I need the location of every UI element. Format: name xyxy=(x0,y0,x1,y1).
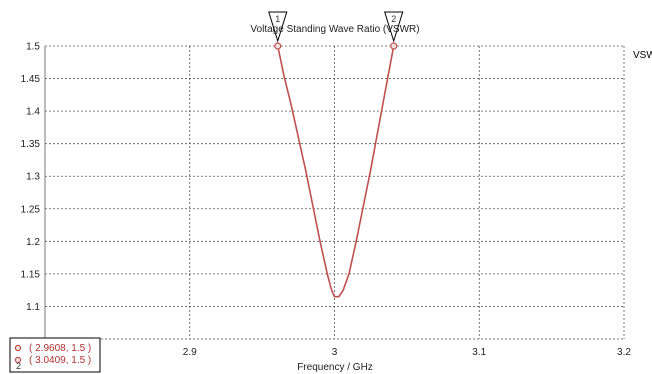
x-tick-label: 3.2 xyxy=(617,347,631,358)
x-tick-label: 3 xyxy=(332,347,338,358)
readout-value: ( 3.0409, 1.5 ) xyxy=(29,355,91,366)
plot-frame xyxy=(44,46,624,340)
y-tick-label: 1.5 xyxy=(26,42,40,53)
y-tick-label: 1.4 xyxy=(26,107,40,118)
marker-point xyxy=(274,42,282,50)
readout-frame xyxy=(9,337,101,373)
y-tick-label: 1.2 xyxy=(26,237,40,248)
readout-marker-icon xyxy=(14,356,22,364)
readout-value: ( 2.9608, 1.5 ) xyxy=(29,343,91,354)
marker-point xyxy=(390,42,398,50)
grid xyxy=(45,45,625,339)
chart-title: Voltage Standing Wave Ratio (VSWR) xyxy=(250,24,419,35)
marker-1: 1 xyxy=(268,11,288,50)
x-tick-label: 3.1 xyxy=(472,347,486,358)
y-tick-label: 1.25 xyxy=(21,204,41,215)
y-tick-labels: 1.1 1.15 1.2 1.25 1.3 1.35 1.4 1.45 1.5 xyxy=(21,42,41,313)
legend-series-name: VSW xyxy=(633,50,652,61)
readout-index: 2 xyxy=(16,361,21,371)
marker-2: 2 xyxy=(384,11,404,50)
marker-flag-icon xyxy=(268,11,288,43)
readout-marker-icon xyxy=(14,344,22,352)
readout-rows: ( 2.9608, 1.5 ) 2 ( 3.0409, 1.5 ) xyxy=(14,343,91,371)
y-tick-label: 1.45 xyxy=(21,74,41,85)
marker-number: 1 xyxy=(275,14,280,24)
x-axis-label: Frequency / GHz xyxy=(297,362,373,373)
series-layer xyxy=(276,45,395,298)
y-tick-label: 1.3 xyxy=(26,172,40,183)
y-tick-label: 1.15 xyxy=(21,269,41,280)
y-tick-label: 1.35 xyxy=(21,139,41,150)
marker-readout-box: ( 2.9608, 1.5 ) 2 ( 3.0409, 1.5 ) xyxy=(9,337,101,373)
x-tick-labels: 2.9 3 3.1 3.2 xyxy=(183,347,632,358)
marker-flag-icon xyxy=(384,11,404,43)
x-tick-label: 2.9 xyxy=(183,347,197,358)
marker-number: 2 xyxy=(391,14,396,24)
series-line xyxy=(276,45,395,298)
y-tick-label: 1.1 xyxy=(26,302,40,313)
